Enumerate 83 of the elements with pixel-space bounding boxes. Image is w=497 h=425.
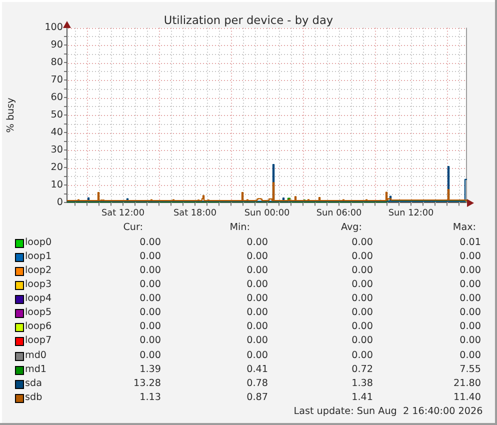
text: 0.78 [246,376,268,391]
y-tick-label: 20 [50,162,63,174]
text: 0.00 [460,334,481,348]
text: 0.41 [246,362,268,377]
text: 0.00 [246,348,268,362]
x-tick-label: Sun 00:00 [244,208,290,218]
text: 0.87 [246,390,268,405]
y-tick-label: 40 [50,127,63,138]
text: 0.00 [460,264,481,278]
text: 0.00 [140,278,161,292]
text: 0.00 [246,250,268,264]
text: 0.00 [140,306,161,320]
text: Avg: [340,221,362,236]
text: 1.13 [140,390,161,405]
text: 0.00 [352,250,373,264]
text: 0.01 [460,236,481,250]
text: 0.00 [352,334,373,348]
x-tick-label: Sat 18:00 [174,208,217,218]
text: 0.00 [352,320,373,334]
text: 0.00 [352,348,373,362]
x-tick-label: Sun 12:00 [388,208,434,218]
text: 0.00 [352,236,373,250]
text: 0.00 [460,348,481,362]
y-axis-title: % busy [5,97,16,133]
y-tick-label: 10 [50,180,63,191]
text: 0.00 [460,292,481,306]
text: 0.00 [140,348,161,362]
text: 0.00 [460,250,481,264]
text: 0.00 [140,334,161,348]
text: 0.72 [352,362,373,377]
x-tick-label: Sun 06:00 [316,208,362,218]
y-tick-label: 100 [44,22,63,34]
chart-title: Utilization per device - by day [164,14,334,26]
text: 0.00 [246,292,268,306]
text: 0.00 [246,264,268,278]
x-tick-label: Sat 12:00 [102,208,145,218]
text: 0.00 [460,320,481,334]
legend-label: loop2 [25,264,52,278]
y-tick-label: 60 [50,92,63,104]
text: 1.39 [140,362,161,377]
text: 0.00 [352,306,373,320]
text: 0.00 [140,292,161,306]
text: 0.00 [246,278,268,292]
y-tick-label: 30 [50,144,63,156]
legend-label: loop0 [25,236,52,250]
text: 21.80 [454,376,481,391]
text: 0.00 [352,264,373,278]
legend-label: sdb [25,390,42,405]
text: 1.41 [352,390,373,405]
legend-label: loop1 [25,250,52,264]
text: 1.38 [352,376,373,391]
text: Last update: Sun Aug 2 16:40:00 2026 [294,404,483,419]
text: 0.00 [246,306,268,320]
legend-label: loop4 [25,292,52,306]
legend-label: md1 [25,362,47,377]
text: 0.00 [246,334,268,348]
legend-label: md0 [25,348,47,362]
text: 0.00 [352,278,373,292]
y-tick-label: 50 [50,110,63,121]
text: 11.40 [454,390,481,405]
text: 0.00 [140,264,161,278]
y-tick-label: 70 [50,74,63,86]
text: 0.00 [140,236,161,250]
text: 0.00 [246,320,268,334]
text: 0.00 [246,236,268,250]
y-tick-label: 0 [56,197,63,208]
legend-label: sda [25,376,42,391]
text: 0.00 [460,278,481,292]
text: 0.00 [460,306,481,320]
text: 0.00 [140,320,161,334]
legend-label: loop7 [25,334,52,348]
legend-label: loop3 [25,278,52,292]
y-tick-label: 80 [50,57,63,68]
text: 0.00 [140,250,161,264]
y-tick-label: 90 [50,40,63,51]
text: Min: [230,221,250,236]
legend-label: loop6 [25,320,52,334]
text: 13.28 [134,376,161,391]
legend-label: loop5 [25,306,52,320]
text: Max: [452,221,476,236]
text: 7.55 [460,362,481,377]
text: 0.00 [352,292,373,306]
text: Cur: [123,221,143,236]
